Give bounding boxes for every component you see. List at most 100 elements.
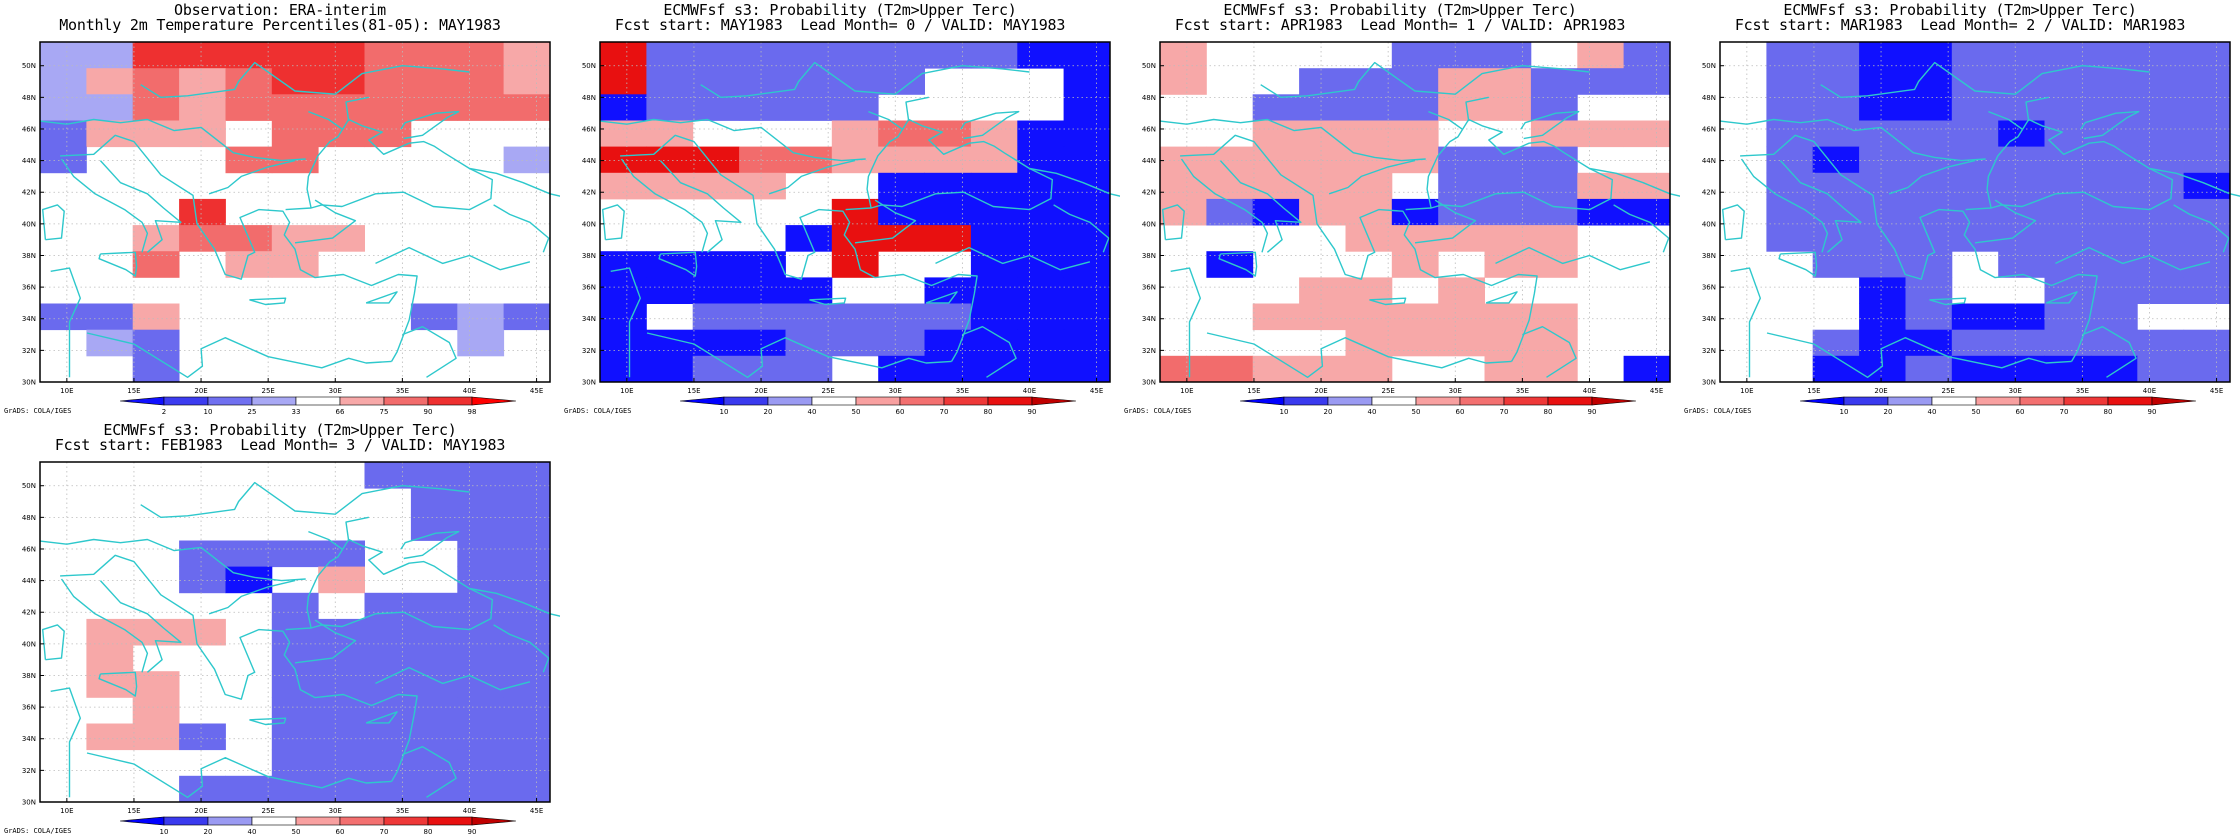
coastline	[1766, 332, 2072, 378]
grid-cell	[457, 566, 505, 594]
grid-cell	[1160, 172, 1207, 200]
grid-cell	[878, 198, 925, 226]
lat-tick-label: 40N	[582, 220, 596, 228]
legend-swatch	[1799, 396, 1845, 406]
grid-cell	[271, 120, 319, 148]
legend-label: 20	[1884, 408, 1893, 416]
grid-cell	[225, 775, 273, 803]
coastline	[1520, 110, 1580, 140]
legend-swatch	[119, 396, 165, 406]
coastline	[2082, 326, 2137, 378]
grid-cell	[271, 697, 319, 724]
lat-tick-label: 48N	[1142, 94, 1156, 102]
panel-title: ECMWFsf s3: Probability (T2m>Upper Terc)	[103, 421, 457, 439]
coastline	[469, 587, 560, 617]
grid-cell	[410, 723, 458, 751]
lon-tick-label: 30E	[329, 807, 342, 815]
grid-cell	[785, 68, 833, 95]
coastline	[868, 110, 903, 130]
grid-cell	[1623, 42, 1671, 69]
grid-cell	[318, 68, 365, 95]
coastline	[1740, 158, 1829, 253]
grid-cell	[1951, 225, 1999, 252]
grid-cell	[457, 94, 505, 121]
grid-cell	[2090, 42, 2138, 69]
panel-title: ECMWFsf s3: Probability (T2m>Upper Terc)	[1223, 1, 1577, 19]
grid-cell	[1345, 172, 1393, 200]
grid-cell	[2183, 42, 2231, 69]
coastline	[249, 717, 287, 726]
grid-cell	[1998, 355, 2045, 383]
grid-cell	[1391, 198, 1439, 226]
grid-cell	[86, 618, 134, 646]
lon-tick-label: 40E	[463, 807, 476, 815]
grid-cell	[457, 329, 505, 357]
grid-cell	[1998, 303, 2045, 331]
lon-tick-label: 45E	[530, 807, 543, 815]
grid-cell	[503, 146, 551, 174]
grid-cell	[1859, 303, 1906, 331]
grid-cell	[1391, 94, 1439, 121]
grid-cell	[2183, 120, 2231, 148]
coastline	[345, 96, 369, 122]
coastline	[960, 110, 1020, 140]
coastline	[1730, 267, 1762, 378]
grid-cell	[970, 277, 1018, 304]
grid-cell	[1345, 68, 1393, 95]
grid-cell	[132, 225, 180, 252]
lat-tick-label: 48N	[1702, 94, 1716, 102]
grid-cell	[831, 198, 879, 226]
legend-label: 60	[2016, 408, 2025, 416]
legend-swatch	[1415, 396, 1461, 406]
grid-cell	[600, 42, 647, 69]
grid-cell	[132, 355, 180, 383]
grid-cell	[785, 277, 833, 304]
grid-cell	[2137, 146, 2185, 174]
lon-tick-label: 20E	[194, 387, 207, 395]
grid-cell	[1859, 198, 1906, 226]
legend-label: 33	[292, 408, 301, 416]
grid-cell	[924, 225, 972, 252]
grid-cell	[1063, 120, 1111, 148]
coastline	[1722, 204, 1745, 241]
coastline	[1328, 159, 1416, 195]
grid-cell	[2137, 94, 2185, 121]
legend-swatch	[1931, 396, 1977, 406]
grid-cell	[1998, 329, 2045, 357]
grid-cell	[600, 329, 647, 357]
grid-cell	[878, 42, 925, 69]
grid-cell	[503, 540, 551, 568]
lon-tick-label: 35E	[1516, 387, 1529, 395]
grid-cell	[1438, 172, 1485, 200]
grid-cell	[1252, 94, 1300, 121]
grid-cell	[878, 303, 925, 331]
grid-cell	[1766, 94, 1814, 121]
lat-tick-label: 30N	[582, 379, 596, 387]
coastline	[400, 530, 460, 560]
lat-tick-label: 32N	[22, 347, 36, 355]
legend-swatch	[2063, 396, 2109, 406]
grid-cell	[457, 42, 505, 69]
coastline	[658, 251, 698, 277]
grid-cell	[2137, 329, 2185, 357]
grid-cell	[271, 94, 319, 121]
legend-label: 60	[1456, 408, 1465, 416]
grid-cell	[225, 68, 273, 95]
grid-cell	[739, 42, 786, 69]
lat-tick-label: 38N	[22, 672, 36, 680]
lat-tick-label: 44N	[22, 157, 36, 165]
legend-label: 40	[808, 408, 817, 416]
grid-cell	[1438, 329, 1485, 357]
grid-cell	[40, 94, 87, 121]
grid-cell	[410, 618, 458, 646]
coastline	[1405, 118, 1613, 211]
grid-cell	[1160, 355, 1207, 383]
grid-cell	[364, 68, 412, 95]
grid-cell	[2090, 355, 2138, 383]
grid-cell	[600, 172, 647, 200]
grid-cell	[1812, 225, 1860, 252]
legend-label: 70	[2060, 408, 2069, 416]
grid-cell	[1345, 277, 1393, 304]
grid-cell	[410, 697, 458, 724]
